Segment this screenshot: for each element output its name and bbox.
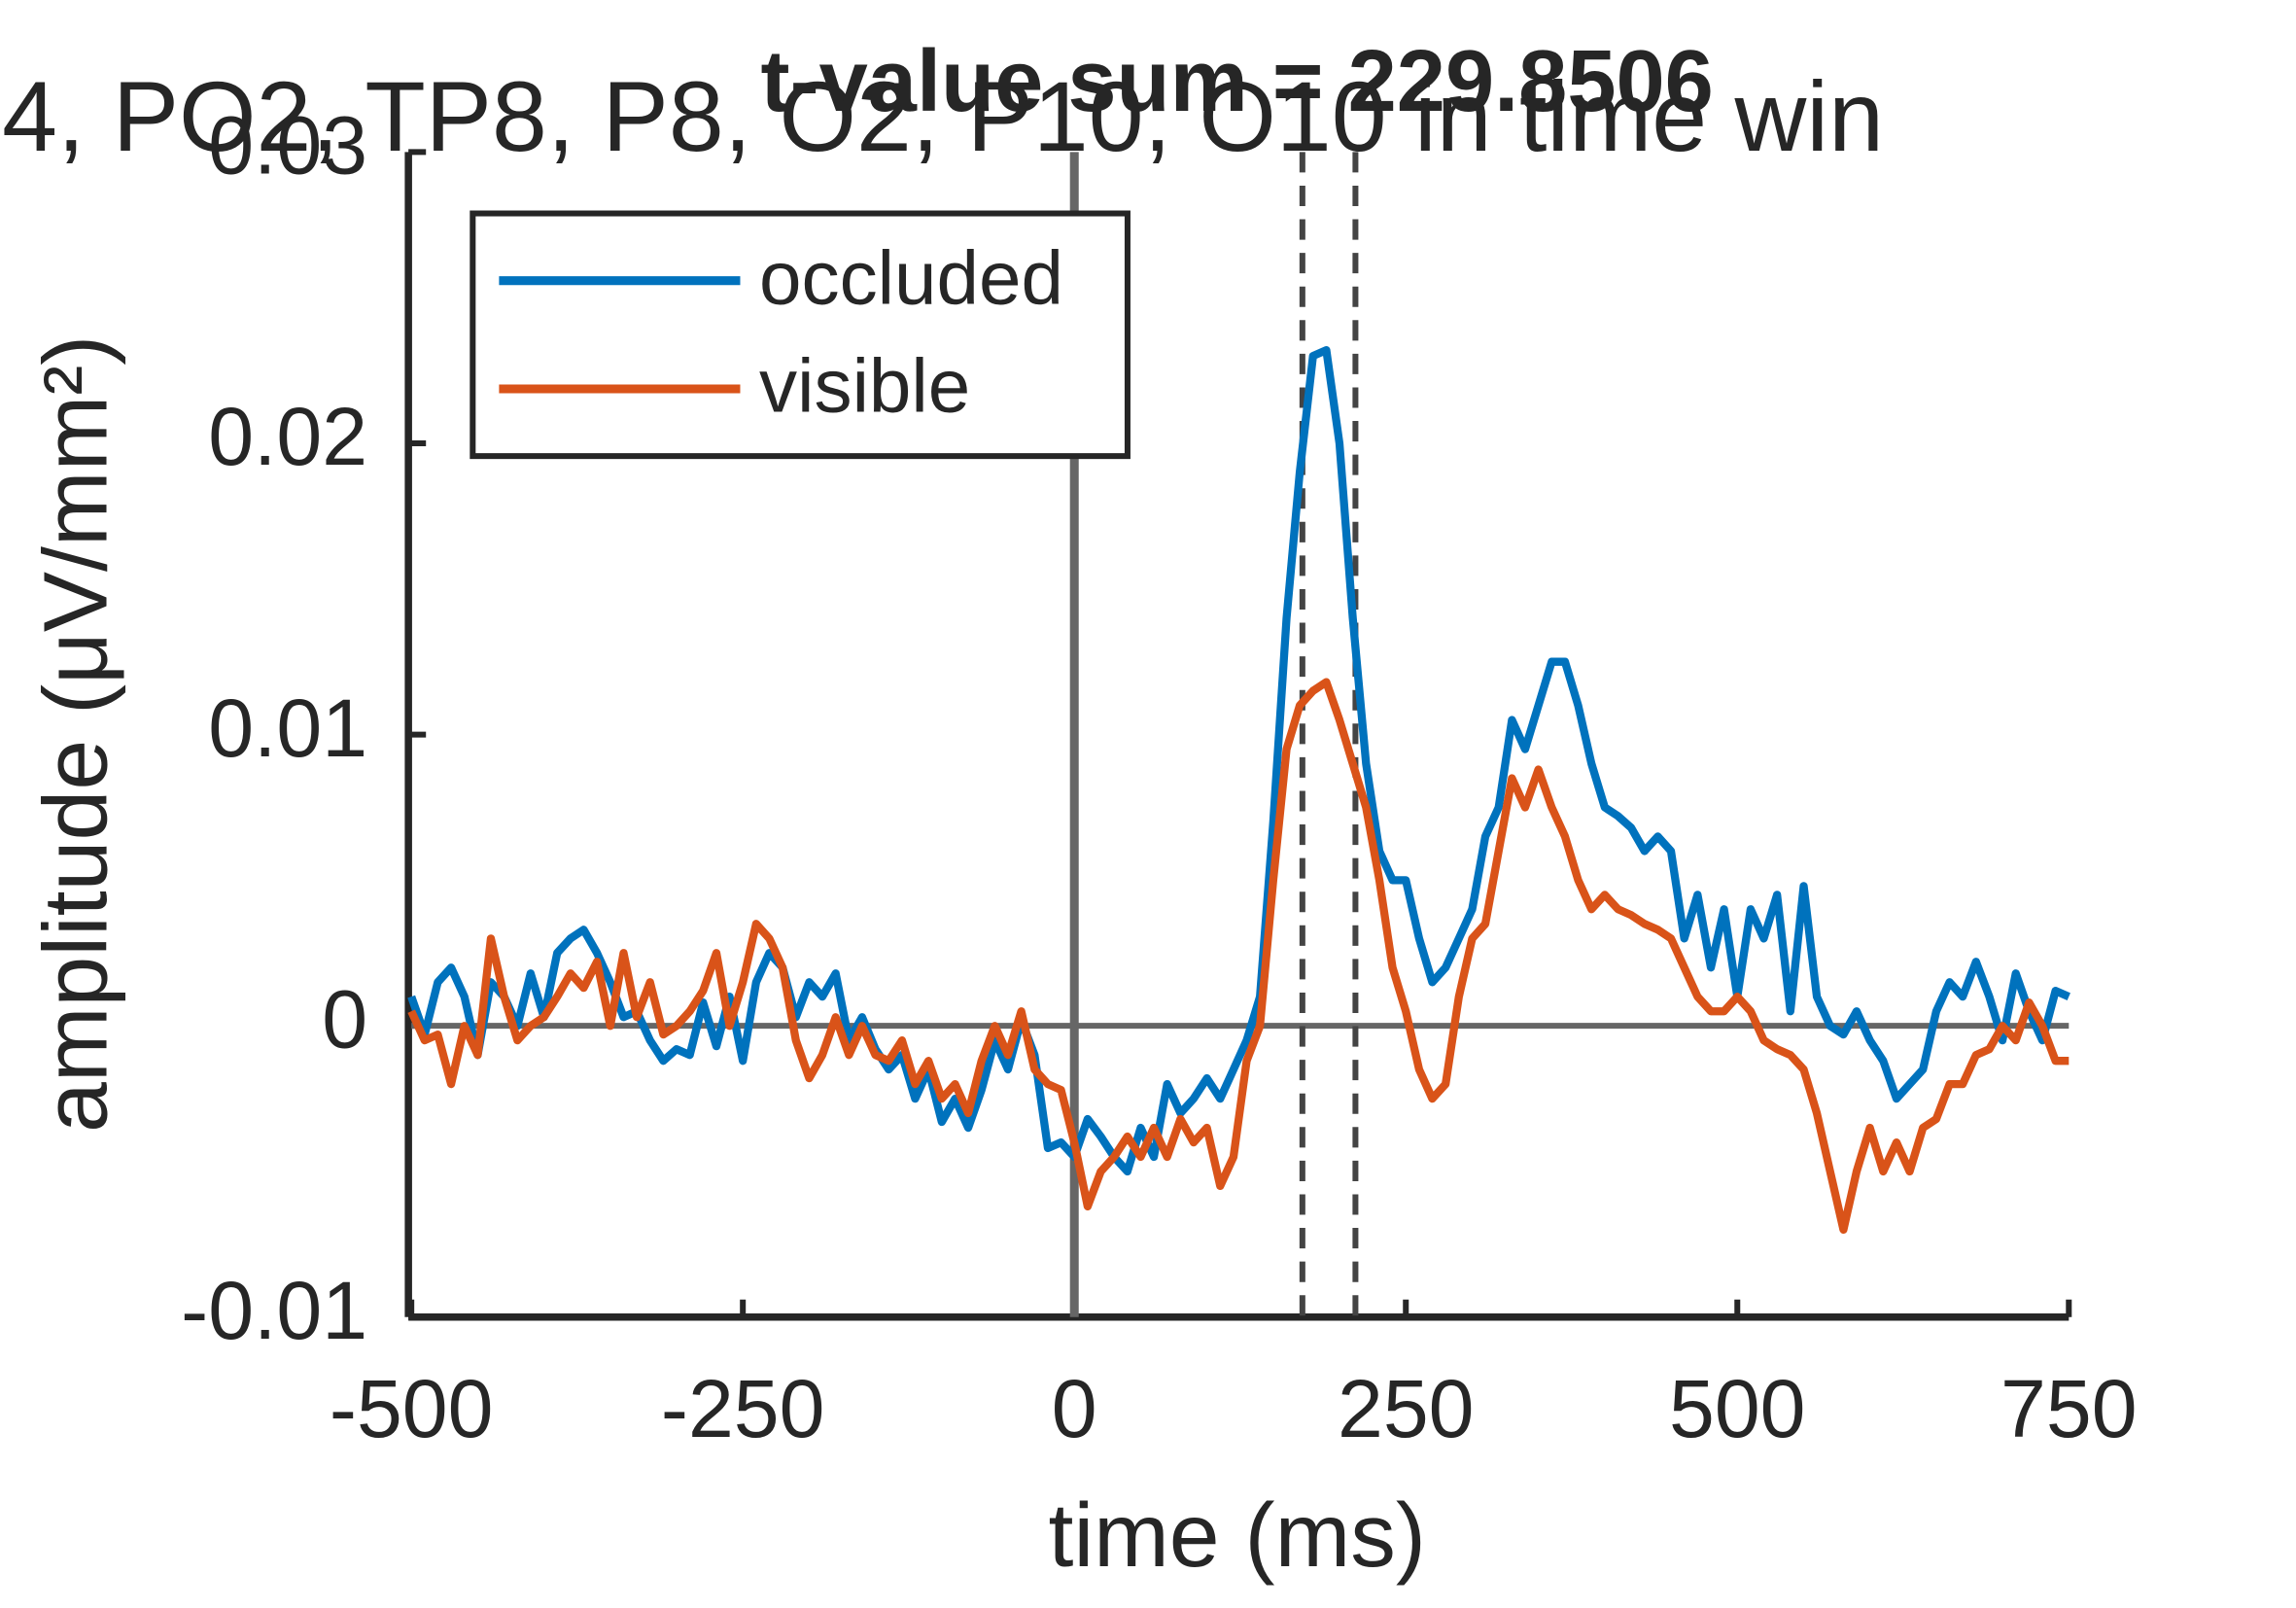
x-tick-label: 0 — [1052, 1363, 1097, 1454]
chart-title: t-value sum = 229.8506 — [761, 32, 1714, 130]
y-tick-label: 0.03 — [208, 100, 367, 192]
y-tick-label: 0.02 — [208, 391, 367, 482]
x-tick-label: -250 — [661, 1363, 825, 1454]
y-tick-label: 0.01 — [208, 682, 367, 774]
legend-label: visible — [759, 343, 970, 429]
x-tick-label: 500 — [1669, 1363, 1805, 1454]
series-line — [407, 678, 2070, 1234]
y-axis-label: amplitude (μV/mm²) — [24, 335, 125, 1133]
y-tick-label: -0.01 — [181, 1265, 367, 1356]
legend-box — [470, 210, 1131, 460]
legend-label: occluded — [759, 234, 1063, 320]
y-tick-label: 0 — [322, 973, 367, 1065]
x-tick-label: 750 — [2000, 1363, 2137, 1454]
x-axis-label: time (ms) — [1049, 1485, 1426, 1586]
x-tick-label: -500 — [330, 1363, 494, 1454]
series-line — [407, 345, 2070, 1176]
x-tick-label: 250 — [1338, 1363, 1474, 1454]
chart-subtitle: 4, PO2, TP8, P8, O2, P10, O10 in time wi… — [2, 60, 1884, 172]
